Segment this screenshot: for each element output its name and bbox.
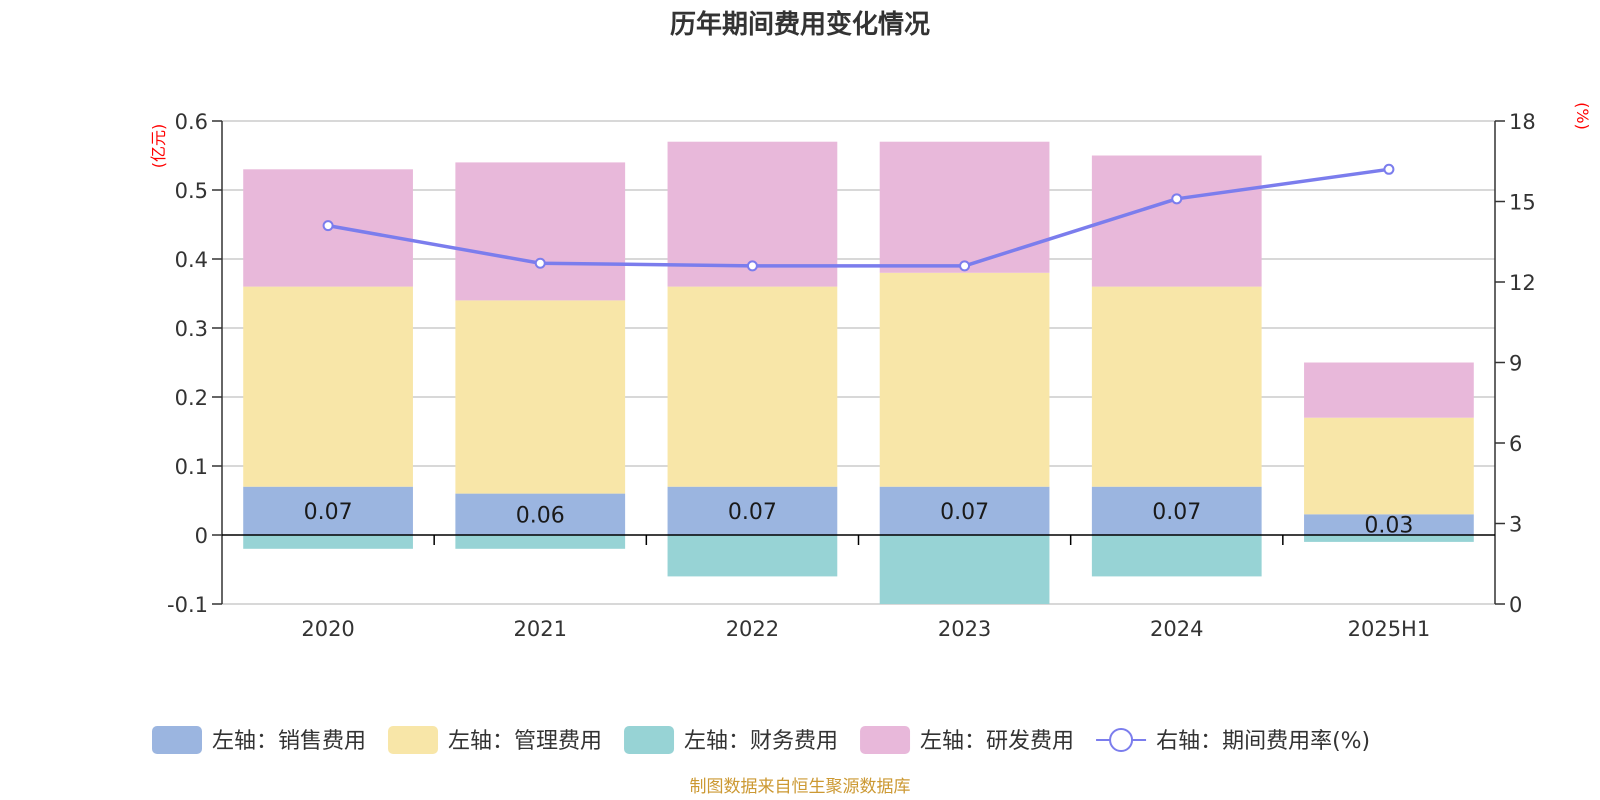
bar-2023-s3 [879, 141, 1050, 273]
right-tick-label: 6 [1509, 432, 1522, 456]
bar-2024-s0 [1091, 486, 1262, 535]
data-label: 0.07 [940, 500, 989, 525]
legend-label: 左轴：销售费用 [212, 729, 366, 754]
bar-2025H1-s3 [1304, 362, 1474, 418]
bar-2022-s0 [667, 486, 838, 535]
bar-2024-s1 [1091, 286, 1262, 487]
right-tick-label: 3 [1509, 513, 1522, 537]
right-tick-label: 18 [1509, 110, 1536, 134]
bar-2024-s3 [1091, 155, 1262, 287]
bars [243, 141, 1474, 604]
bar-2021-s2 [455, 535, 626, 549]
legend-label: 左轴：财务费用 [684, 729, 838, 754]
bar-2022-s1 [667, 286, 838, 487]
right-axis-unit: (%) [1573, 102, 1592, 130]
bar-2020-s0 [243, 486, 413, 535]
category-label: 2022 [726, 617, 779, 641]
category-label: 2025H1 [1348, 617, 1431, 641]
expense-rate-polyline [327, 167, 1390, 268]
left-tick-label: 0.2 [175, 386, 208, 410]
category-label: 2023 [938, 617, 991, 641]
legend-swatch [624, 726, 675, 754]
legend-circle-icon [1109, 728, 1134, 752]
data-label: 0.06 [516, 503, 565, 528]
category-label: 2024 [1150, 617, 1203, 641]
legend-swatch [388, 726, 439, 754]
bar-2020-s2 [243, 535, 413, 549]
legend-item: 左轴：管理费用 [388, 726, 602, 754]
legend-swatch [152, 726, 202, 754]
legend-label: 左轴：管理费用 [448, 729, 602, 754]
left-tick-label: 0.1 [175, 455, 208, 479]
expense-rate-point-2023 [959, 260, 971, 272]
bar-2024-s2 [1091, 535, 1262, 577]
legend-label: 左轴：研发费用 [920, 729, 1074, 754]
category-label: 2020 [301, 617, 354, 641]
expense-rate-point-2025H1 [1383, 163, 1395, 175]
axes: -0.1 0 0.1 0.2 0.3 0.4 0.5 0.6 0 3 6 9 12 15 18 2020 202… [167, 110, 1536, 641]
right-tick-label: 0 [1509, 593, 1522, 617]
legend-item: 右轴：期间费用率(%) [1096, 728, 1370, 754]
legend-item: 左轴：研发费用 [860, 726, 1074, 754]
legend: 左轴：销售费用 左轴：管理费用 左轴：财务费用 左轴：研发费用 右轴：期间费用率(%) [152, 726, 1370, 754]
data-label: 0.03 [1364, 514, 1413, 539]
expense-rate-line [322, 163, 1395, 272]
bar-2021-s3 [455, 162, 626, 301]
left-tick-label: 0.5 [175, 179, 208, 203]
bar-2025H1-s1 [1304, 417, 1474, 515]
bar-2020-s1 [243, 286, 413, 487]
legend-swatch [860, 726, 911, 754]
data-label: 0.07 [304, 500, 353, 525]
left-tick-label: 0.4 [175, 248, 208, 272]
data-labels: 0.07 0.06 0.07 0.07 0.07 0.03 [304, 500, 1414, 539]
expense-rate-point-2024 [1171, 193, 1183, 205]
legend-item: 左轴：财务费用 [624, 726, 838, 754]
chart-title: 历年期间费用变化情况 [670, 9, 930, 40]
source-note: 制图数据来自恒生聚源数据库 [690, 777, 911, 797]
expense-rate-point-2022 [746, 260, 758, 272]
right-tick-label: 12 [1509, 271, 1536, 295]
bar-2021-s1 [455, 300, 626, 494]
legend-label: 右轴：期间费用率(%) [1156, 729, 1370, 754]
legend-item: 左轴：销售费用 [152, 726, 366, 754]
expense-rate-point-2021 [534, 257, 546, 269]
left-tick-label: -0.1 [167, 593, 208, 617]
bar-2023-s0 [879, 486, 1050, 535]
bar-2023-s2 [879, 535, 1050, 604]
bar-2025H1-s0 [1304, 514, 1474, 535]
data-label: 0.07 [1152, 500, 1201, 525]
bar-2021-s0 [455, 493, 626, 535]
category-label: 2021 [514, 617, 567, 641]
left-tick-label: 0.3 [175, 317, 208, 341]
left-tick-label: 0.6 [175, 110, 208, 134]
expense-rate-point-2020 [322, 220, 334, 232]
bar-2023-s1 [879, 272, 1050, 487]
right-tick-label: 9 [1509, 352, 1522, 376]
left-tick-label: 0 [195, 524, 208, 548]
grid-lines [222, 120, 1495, 605]
right-tick-label: 15 [1509, 191, 1536, 215]
data-label: 0.07 [728, 500, 777, 525]
bar-2025H1-s2 [1304, 535, 1474, 542]
bar-2022-s2 [667, 535, 838, 577]
left-axis-unit: (亿元) [149, 124, 168, 169]
